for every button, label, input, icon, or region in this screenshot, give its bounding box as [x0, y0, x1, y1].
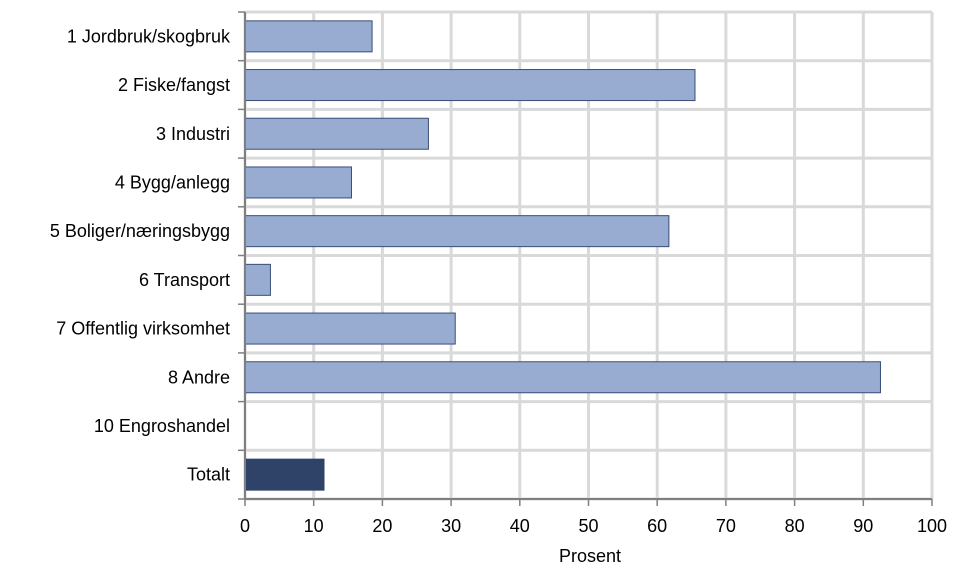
- x-tick-label: 60: [647, 516, 667, 536]
- y-category-label: 7 Offentlig virksomhet: [56, 319, 230, 339]
- y-category-label: 6 Transport: [139, 270, 230, 290]
- bar: [244, 215, 670, 248]
- bar: [244, 361, 881, 394]
- y-category-label: 1 Jordbruk/skogbruk: [67, 26, 231, 46]
- bar: [244, 458, 325, 491]
- bar: [244, 20, 373, 53]
- bar: [244, 117, 429, 150]
- bar: [244, 263, 271, 296]
- x-tick-label: 40: [510, 516, 530, 536]
- axis-layer: [238, 11, 933, 506]
- y-category-label: Totalt: [187, 465, 230, 485]
- x-tick-label: 30: [441, 516, 461, 536]
- x-tick-label: 20: [372, 516, 392, 536]
- y-category-label: 3 Industri: [156, 124, 230, 144]
- x-tick-label: 80: [785, 516, 805, 536]
- bar: [244, 69, 696, 102]
- x-tick-label: 0: [240, 516, 250, 536]
- x-axis-title: Prosent: [559, 546, 621, 566]
- y-category-label: 8 Andre: [168, 367, 230, 387]
- bar-layer: [244, 20, 881, 491]
- x-tick-label: 100: [917, 516, 947, 536]
- y-category-label: 4 Bygg/anlegg: [115, 172, 230, 192]
- bar: [244, 312, 456, 345]
- bar: [244, 166, 352, 199]
- y-category-label: 2 Fiske/fangst: [118, 75, 230, 95]
- x-tick-label: 50: [578, 516, 598, 536]
- y-category-label: 10 Engroshandel: [94, 416, 230, 436]
- y-category-label: 5 Boliger/næringsbygg: [50, 221, 230, 241]
- x-tick-label: 10: [304, 516, 324, 536]
- label-layer: 0 10 20 30 40 50 60 70 80 90 100 1 Jordbruk/skogbru…: [50, 26, 947, 536]
- x-tick-label: 90: [853, 516, 873, 536]
- x-tick-label: 70: [716, 516, 736, 536]
